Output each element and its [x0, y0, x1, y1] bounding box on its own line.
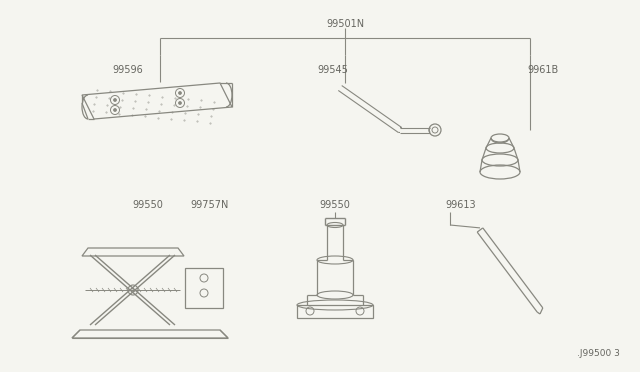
- Text: 99545: 99545: [317, 65, 348, 75]
- Circle shape: [113, 99, 116, 102]
- Text: .J99500 3: .J99500 3: [577, 349, 620, 358]
- Text: 99596: 99596: [113, 65, 143, 75]
- Text: 9961B: 9961B: [527, 65, 558, 75]
- Text: 99757N: 99757N: [191, 200, 229, 210]
- Text: 99550: 99550: [319, 200, 351, 210]
- Circle shape: [113, 109, 116, 112]
- Circle shape: [179, 92, 182, 94]
- Text: 99550: 99550: [132, 200, 163, 210]
- Text: 99501N: 99501N: [326, 19, 364, 29]
- Text: 99613: 99613: [445, 200, 476, 210]
- Circle shape: [179, 102, 182, 105]
